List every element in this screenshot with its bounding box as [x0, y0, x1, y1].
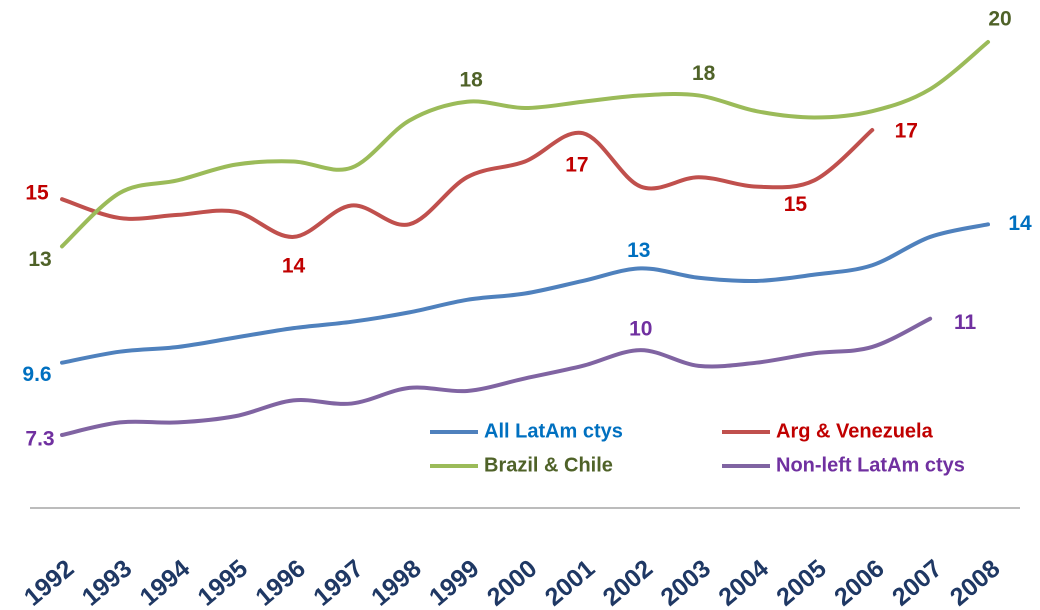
- x-tick-label: 1996: [250, 554, 311, 610]
- legend-label: Arg & Venezuela: [776, 420, 934, 442]
- data-label: 18: [692, 62, 716, 85]
- legend-label: Non-left LatAm ctys: [776, 454, 965, 476]
- data-label: 9.6: [22, 363, 51, 386]
- series-line: [60, 222, 990, 365]
- data-label: 18: [459, 68, 483, 91]
- x-tick-label: 2005: [771, 554, 832, 610]
- x-tick-label: 2004: [713, 554, 774, 610]
- data-label: 13: [627, 239, 650, 262]
- x-tick-label: 2006: [829, 554, 890, 610]
- x-tick-label: 1998: [366, 554, 427, 610]
- data-label: 14: [1008, 212, 1032, 235]
- data-label: 7.3: [25, 428, 54, 451]
- data-label: 15: [25, 182, 49, 205]
- data-label: 13: [28, 248, 51, 271]
- x-tick-label: 2000: [482, 554, 543, 610]
- legend-label: All LatAm ctys: [484, 420, 623, 442]
- x-tick-label: 2008: [945, 554, 1006, 610]
- legend-label: Brazil & Chile: [484, 454, 613, 476]
- x-tick-label: 2002: [598, 554, 659, 610]
- x-tick-label: 1997: [308, 554, 369, 610]
- x-tick-label: 1994: [135, 554, 196, 610]
- data-label: 14: [282, 254, 306, 277]
- x-tick-label: 2003: [655, 554, 716, 610]
- series-line: [60, 316, 933, 437]
- data-label: 15: [784, 193, 808, 216]
- x-tick-label: 1992: [19, 554, 80, 610]
- x-tick-label: 2001: [540, 554, 601, 610]
- data-label: 11: [954, 311, 977, 334]
- data-label: 10: [629, 318, 652, 341]
- data-label: 17: [565, 154, 588, 177]
- x-tick-label: 1999: [424, 554, 485, 610]
- data-label: 20: [988, 8, 1011, 31]
- x-tick-label: 1993: [77, 554, 138, 610]
- x-tick-label: 2007: [887, 554, 948, 610]
- series-line: [60, 40, 990, 249]
- series-line: [60, 128, 875, 239]
- data-label: 17: [895, 120, 918, 143]
- x-tick-label: 1995: [192, 554, 253, 610]
